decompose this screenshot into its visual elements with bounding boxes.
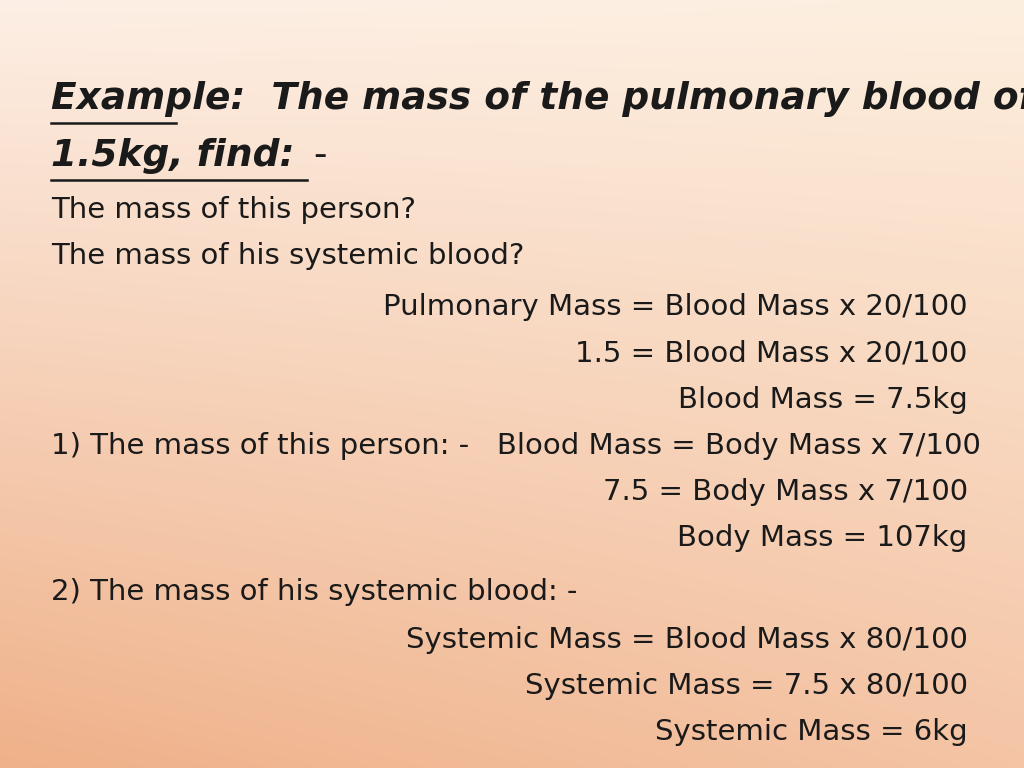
Text: Body Mass = 107kg: Body Mass = 107kg bbox=[678, 524, 968, 551]
Text: The mass of his systemic blood?: The mass of his systemic blood? bbox=[51, 242, 524, 270]
Text: Systemic Mass = 6kg: Systemic Mass = 6kg bbox=[655, 718, 968, 746]
Text: 1.5kg, find:: 1.5kg, find: bbox=[51, 138, 295, 174]
Text: Blood Mass = 7.5kg: Blood Mass = 7.5kg bbox=[678, 386, 968, 413]
Text: 7.5 = Body Mass x 7/100: 7.5 = Body Mass x 7/100 bbox=[602, 478, 968, 505]
Text: 1.5 = Blood Mass x 20/100: 1.5 = Blood Mass x 20/100 bbox=[575, 339, 968, 367]
Text: -: - bbox=[302, 138, 328, 174]
Text: Example:  The mass of the pulmonary blood of a person is: Example: The mass of the pulmonary blood… bbox=[51, 81, 1024, 117]
Text: 2) The mass of his systemic blood: -: 2) The mass of his systemic blood: - bbox=[51, 578, 578, 605]
Text: The mass of this person?: The mass of this person? bbox=[51, 196, 416, 223]
Text: Systemic Mass = Blood Mass x 80/100: Systemic Mass = Blood Mass x 80/100 bbox=[406, 626, 968, 654]
Text: 1) The mass of this person: -   Blood Mass = Body Mass x 7/100: 1) The mass of this person: - Blood Mass… bbox=[51, 432, 981, 459]
Text: Systemic Mass = 7.5 x 80/100: Systemic Mass = 7.5 x 80/100 bbox=[524, 672, 968, 700]
Text: Pulmonary Mass = Blood Mass x 20/100: Pulmonary Mass = Blood Mass x 20/100 bbox=[383, 293, 968, 321]
